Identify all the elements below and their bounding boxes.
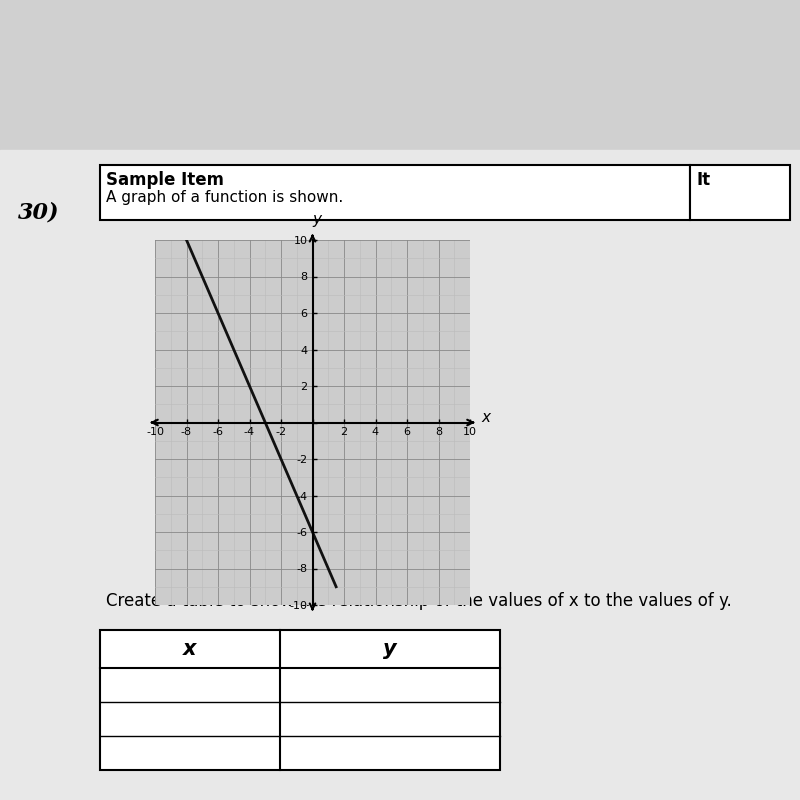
Bar [0,150,800,800]
Text: y: y [383,639,397,659]
Text: y: y [313,212,322,227]
Bar [100,165,690,220]
Text: Sample Item: Sample Item [106,171,224,189]
Bar [690,165,790,220]
Text: x: x [183,639,197,659]
Text: It: It [696,171,710,189]
Bar [0,0,800,150]
Text: x: x [481,410,490,425]
Bar [100,630,500,770]
Text: 30): 30) [18,202,59,224]
Text: Create a table to show the relationship of the values of x to the values of y.: Create a table to show the relationship … [106,592,732,610]
Text: A graph of a function is shown.: A graph of a function is shown. [106,190,343,205]
